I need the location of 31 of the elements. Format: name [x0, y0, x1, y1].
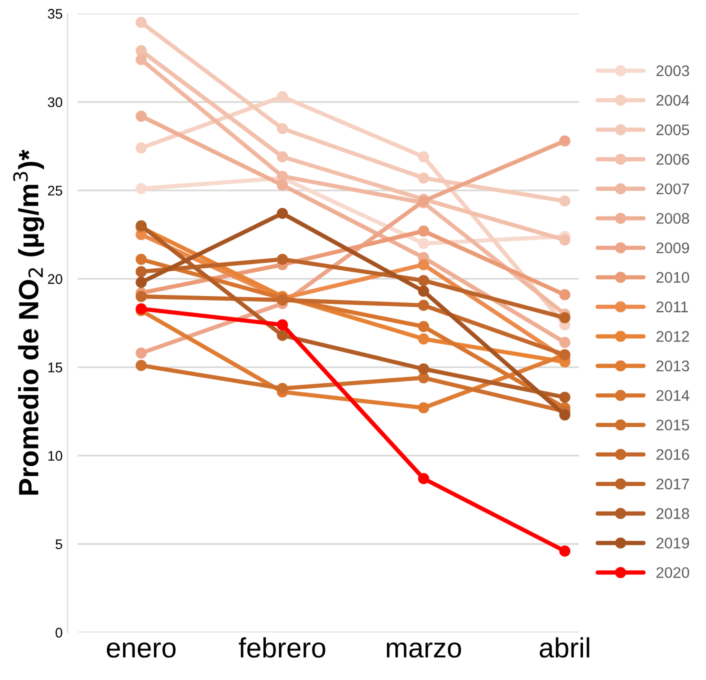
legend-label: 2010 [656, 272, 690, 283]
legend-label: 2014 [656, 390, 690, 401]
y-tick-label: 10 [48, 450, 62, 461]
legend-label: 2011 [656, 302, 688, 312]
y-tick-label: 5 [56, 539, 62, 550]
legend-label: 2008 [656, 212, 690, 224]
legend-label: 2003 [656, 65, 690, 76]
x-tick-label: abril [540, 637, 590, 658]
x-tick-label: febrero [238, 637, 326, 658]
legend-label: 2015 [656, 420, 690, 430]
x-tick-label: enero [106, 642, 176, 658]
legend-label: 2007 [656, 183, 689, 194]
x-tick-label: marzo [386, 642, 462, 658]
legend-label: 2016 [656, 449, 690, 460]
legend-label: 2004 [656, 94, 690, 106]
legend-label: 2006 [656, 154, 690, 165]
y-tick-label: 25 [48, 186, 62, 196]
legend-label: 2018 [656, 508, 690, 519]
legend-label: 2013 [656, 360, 690, 372]
y-tick-label: 0 [56, 628, 62, 638]
legend-label: 2020 [656, 567, 690, 578]
legend-label: 2017 [656, 478, 689, 490]
legend-label: 2019 [656, 538, 689, 548]
legend-label: 2005 [656, 124, 690, 136]
y-axis-title: Promedio de NO$_{2}$ (µg/m$^{3}$)* [13, 150, 44, 495]
legend-label: 2012 [656, 331, 689, 342]
y-tick-label: 20 [48, 274, 62, 284]
y-tick-label: 30 [48, 97, 62, 108]
y-tick-label: 15 [48, 362, 62, 372]
legend-label: 2009 [656, 242, 689, 254]
y-tick-label: 35 [48, 8, 62, 19]
